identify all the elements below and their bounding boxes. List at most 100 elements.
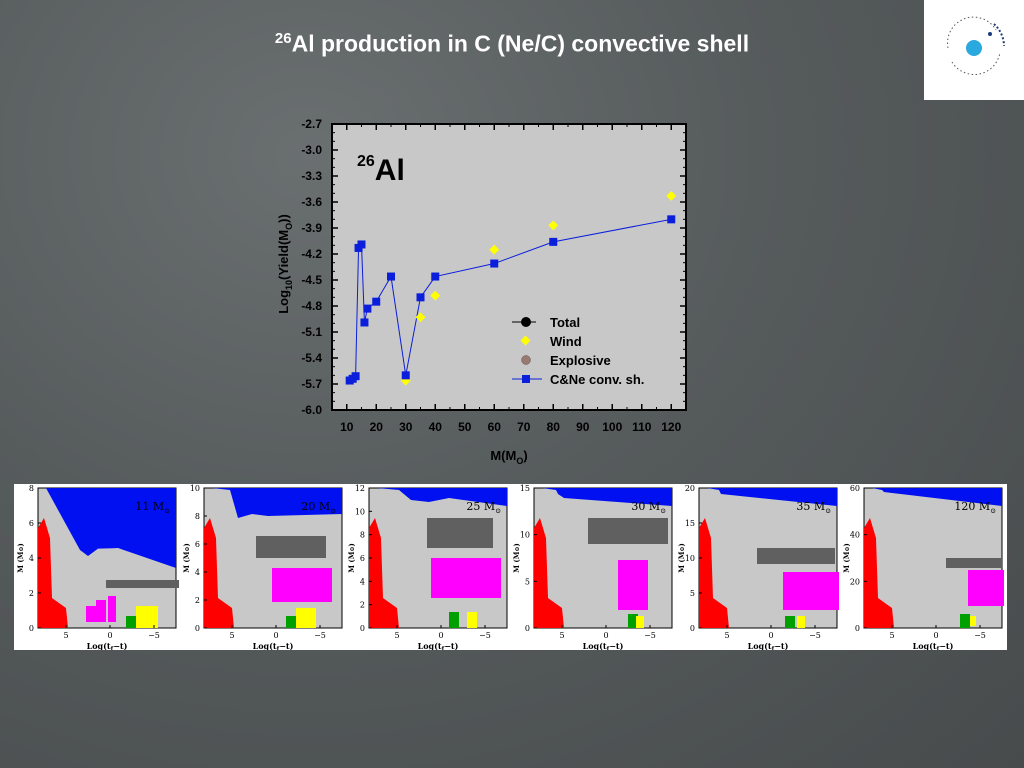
panel-y-tick-label: 10 [685,554,695,563]
panel-mass-label: 120 M⊙ [954,500,996,515]
intershell-region [256,536,326,558]
solar-symbol: ⊙ [990,507,996,515]
o-core-region [970,616,976,626]
panel-y-label: M (M⊙) [512,543,521,573]
panel-mass-label: 20 M⊙ [301,500,336,515]
data-point-conv [416,293,425,302]
panel-x-tick-label: −5 [479,631,491,640]
x-tick-labels: 10 20 30 40 50 60 70 80 90 100 110 120 [340,420,682,434]
panel-y-tick-label: 4 [360,577,365,586]
kippenhahn-panel-120: 120 M⊙ 0 20 40 60 5 0 −5 Log(tf−t) M (M⊙) [842,484,1004,650]
convective-envelope [707,488,837,506]
stellar-structure-panels: 11 M⊙ 0 2 4 6 8 5 0 −5 Log(tf−t) M (M⊙) 20 M⊙ 0 2 4 6 8 1… [14,484,1007,650]
x-tick-label: 70 [517,420,531,434]
y-tick-label: -4.5 [301,273,322,287]
panel-y-tick-label: 6 [29,519,34,528]
x-tick-label: 100 [602,420,622,434]
solar-symbol: ⊙ [164,507,170,515]
x-tick-label: 120 [661,420,681,434]
y-tick-label: -3.9 [301,221,322,235]
y-tick-label: -5.7 [301,377,322,391]
legend-wind-marker [520,335,531,346]
panel-x-tick-label: 5 [724,631,729,640]
panel-y-tick-label: 0 [29,624,34,633]
panel-y-tick-label: 5 [690,589,695,598]
panel-y-tick-label: 10 [190,484,200,493]
ne-core-region [449,612,459,628]
panel-y-tick-label: 0 [525,624,530,633]
data-point-conv [667,215,676,224]
x-tick-label: 60 [488,420,502,434]
data-point-wind [489,244,500,255]
panel-y-tick-label: 0 [855,624,860,633]
title-superscript: 26 [274,30,292,47]
data-point-conv [351,372,360,381]
inaf-logo [924,0,1024,100]
panel-y-tick-label: 4 [29,554,34,563]
x-tick-label: 20 [370,420,384,434]
ne-core-region [126,616,136,628]
panel-mass-unit: M [979,500,990,513]
data-point-conv [372,297,381,306]
panel-x-label: Log(tf−t) [253,641,294,650]
legend-total-label: Total [550,315,580,330]
convective-envelope [872,488,1002,506]
ne-core-region [628,614,638,628]
panel-x-tick-label: −5 [974,631,986,640]
y-tick-label: -5.1 [301,325,322,339]
y-tick-label: -3.6 [301,195,322,209]
data-point-conv [360,318,369,327]
legend: Total Wind Explosive C&Ne conv. sh. [512,315,644,387]
solar-symbol: ⊙ [495,507,501,515]
intershell-region [427,518,493,548]
logo-dot [966,40,982,56]
solar-symbol: ⊙ [330,507,336,515]
panel-x-label: Log(tf−t) [87,641,128,650]
panel-y-label: M (M⊙) [842,543,851,573]
legend-wind-label: Wind [550,334,582,349]
panel-y-tick-label: 6 [195,540,200,549]
panel-y-tick-label: 60 [850,484,860,493]
intershell-region [757,548,835,564]
intershell-region [946,558,1002,568]
panel-y-tick-label: 20 [685,484,695,493]
he-burning-region [864,518,894,628]
inaf-logo-graphic [943,16,1005,79]
panel-mass-unit: M [484,500,495,513]
panel-x-tick-label: −5 [644,631,656,640]
panel-x-label: Log(tf−t) [913,641,954,650]
x-tick-label: 80 [547,420,561,434]
data-point-conv [490,259,499,268]
c-shell-region [618,560,648,610]
y-tick-label: -4.8 [301,299,322,313]
panel-x-tick-label: 5 [229,631,234,640]
convective-envelope [212,488,342,518]
kippenhahn-panel-35: 35 M⊙ 0 5 10 15 20 5 0 −5 Log(tf−t) M (M⊙) [677,484,839,650]
panel-y-label: M (M⊙) [182,543,191,573]
panel-y-tick-label: 10 [355,507,365,516]
panel-y-tick-label: 2 [360,601,365,610]
ne-core-region [286,616,296,628]
panel-x-label: Log(tf−t) [748,641,789,650]
panel-mass-label: 30 M⊙ [631,500,666,515]
panel-mass-value: 30 [631,500,649,513]
panel-mass-unit: M [814,500,825,513]
panel-y-tick-label: 20 [850,577,860,586]
panel-mass-unit: M [153,500,164,513]
panel-x-label: Log(tf−t) [583,641,624,650]
he-burning-region [38,518,68,628]
kippenhahn-panel-30: 30 M⊙ 0 5 10 15 5 0 −5 Log(tf−t) M (M⊙) [512,484,673,650]
legend-conv-label: C&Ne conv. sh. [550,372,644,387]
panel-y-tick-label: 40 [850,531,860,540]
kippenhahn-panel-25: 25 M⊙ 0 2 4 6 8 10 12 5 0 −5 Log(tf−t) M (M⊙) [347,484,508,650]
panel-mass-unit: M [649,500,660,513]
panel-y-tick-label: 15 [520,484,530,493]
y-tick-label: -3.3 [301,169,322,183]
legend-explosive-label: Explosive [550,353,611,368]
o-core-region [296,608,316,628]
convective-envelope [377,488,507,506]
panel-mass-value: 20 [301,500,319,513]
x-tick-label: 40 [429,420,443,434]
he-burning-region [204,518,234,628]
y-tick-label: -6.0 [301,403,322,417]
